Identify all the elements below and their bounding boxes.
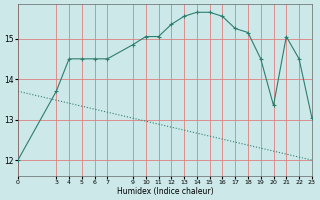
X-axis label: Humidex (Indice chaleur): Humidex (Indice chaleur) [116, 187, 213, 196]
